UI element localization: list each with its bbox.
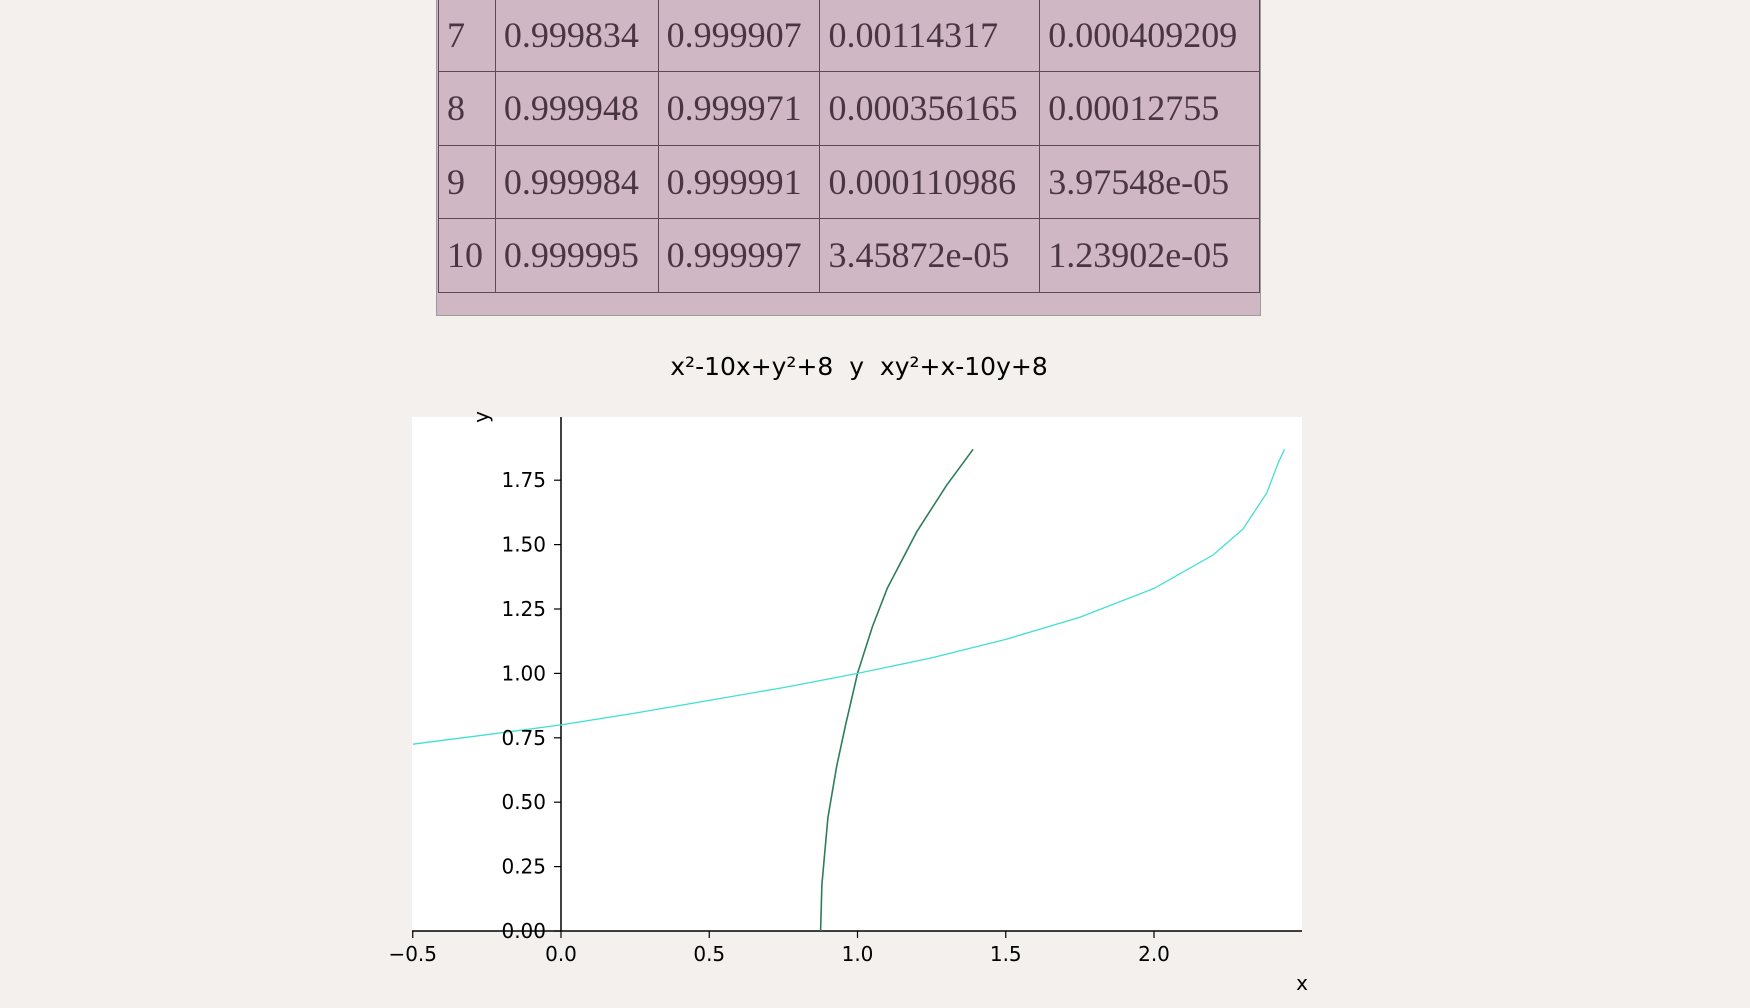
table-cell: 0.999948 xyxy=(494,71,659,146)
table-cell: 0.000110986 xyxy=(819,144,1041,219)
y-tick-label: 0.75 xyxy=(501,726,546,750)
table-cell: 0.00114317 xyxy=(819,0,1041,72)
y-tick-label: 1.25 xyxy=(501,597,546,621)
y-tick-label: 0.00 xyxy=(501,919,546,943)
table-cell: 3.45872e-05 xyxy=(819,218,1041,293)
contour-line-2 xyxy=(412,449,1286,745)
table-cell: 9 xyxy=(438,144,496,219)
table-cell: 0.999995 xyxy=(494,218,659,293)
x-tick-label: 0.0 xyxy=(545,942,577,966)
table-cell: 1.23902e-05 xyxy=(1039,218,1260,293)
x-tick-label: 0.5 xyxy=(693,942,725,966)
y-tick-label: 1.75 xyxy=(501,468,546,492)
y-axis-label: y xyxy=(469,411,493,423)
table-row: 8 0.999948 0.999971 0.000356165 0.00012755 xyxy=(438,71,1260,146)
y-tick-label: 1.00 xyxy=(501,661,546,685)
y-tick-label: 1.50 xyxy=(501,533,546,557)
table-cell: 0.999984 xyxy=(494,144,659,219)
table-cell: 0.999971 xyxy=(657,71,821,146)
iteration-table: 7 0.999834 0.999907 0.00114317 0.000409209 8 0… xyxy=(438,0,1260,293)
table-cell: 8 xyxy=(438,71,496,146)
x-tick-label: 1.0 xyxy=(842,942,874,966)
table-cell: 0.000356165 xyxy=(819,71,1041,146)
table-cell: 0.999991 xyxy=(657,144,821,219)
results-table: 7 0.999834 0.999907 0.00114317 0.000409209 8 0… xyxy=(436,0,1261,316)
table-row: 9 0.999984 0.999991 0.000110986 3.97548e-05 xyxy=(438,144,1260,219)
x-tick-label: 1.5 xyxy=(990,942,1022,966)
table-cell: 0.999907 xyxy=(657,0,821,72)
table-cell: 0.00012755 xyxy=(1039,71,1260,146)
x-tick-label: 2.0 xyxy=(1138,942,1170,966)
table-row: 7 0.999834 0.999907 0.00114317 0.000409209 xyxy=(438,0,1260,72)
x-tick-label: −0.5 xyxy=(388,942,437,966)
table-cell: 3.97548e-05 xyxy=(1039,144,1260,219)
x-axis-label: x xyxy=(1296,971,1308,995)
table-cell: 0.000409209 xyxy=(1039,0,1260,72)
plot-title: x²-10x+y²+8 y xy²+x-10y+8 xyxy=(670,352,1048,381)
y-tick-label: 0.50 xyxy=(501,790,546,814)
table-row: 10 0.999995 0.999997 3.45872e-05 1.23902e-05 xyxy=(438,218,1260,293)
y-tick-label: 0.25 xyxy=(501,855,546,879)
